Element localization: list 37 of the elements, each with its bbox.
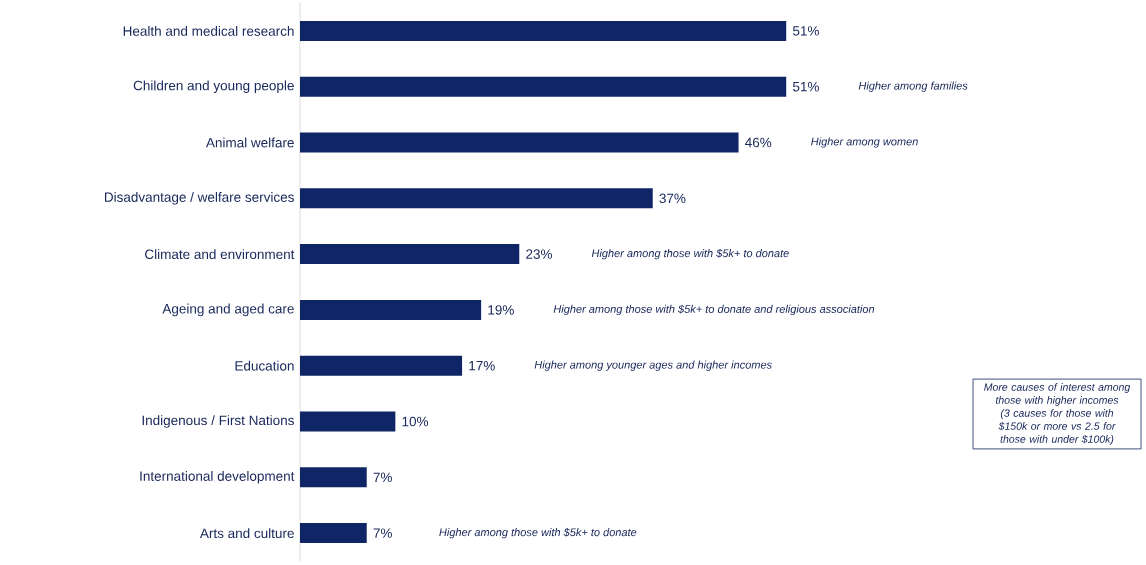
text: Higher among women xyxy=(811,137,918,148)
y-tick-label: Education xyxy=(235,360,294,371)
data-label: 17% xyxy=(469,360,495,371)
text: More causes of interest among those with higher incomes (3 causes for those with $150k or more vs 2.5 for those with under $100k) xyxy=(984,383,1131,445)
bar xyxy=(300,244,520,265)
bar xyxy=(300,132,739,153)
data-label: 46% xyxy=(745,137,772,148)
data-label: 10% xyxy=(402,416,429,427)
data-label: 23% xyxy=(526,249,553,259)
data-label: 19% xyxy=(488,305,514,315)
annotation: Higher among those with $5k+ to donate xyxy=(439,527,637,539)
bar xyxy=(300,188,653,209)
bar xyxy=(300,523,367,544)
bar xyxy=(300,467,367,488)
text: Higher among families xyxy=(858,81,968,92)
y-tick-label: Animal welfare xyxy=(205,137,294,148)
data-label: 51% xyxy=(792,81,819,92)
annotation: Higher among those with $5k+ to donate xyxy=(591,248,789,260)
y-tick-label: Climate and environment xyxy=(145,249,295,260)
y-tick-label: Children and young people xyxy=(133,80,294,93)
annotation: Higher among those with $5k+ to donate and religious association xyxy=(553,304,875,316)
data-label: 7% xyxy=(373,472,392,483)
data-label: 37% xyxy=(659,193,686,204)
y-tick-label: Indigenous / First Nations xyxy=(142,415,294,428)
y-tick-label: Arts and culture xyxy=(199,528,294,539)
bar xyxy=(300,411,396,432)
y-tick-label: Disadvantage / welfare services xyxy=(104,192,294,205)
data-label: 51% xyxy=(792,26,819,36)
y-tick-label: Health and medical research xyxy=(123,25,294,36)
bar xyxy=(300,299,482,320)
bar xyxy=(300,20,787,41)
bar xyxy=(300,76,787,97)
y-tick-label: Ageing and aged care xyxy=(162,303,294,317)
y-tick-label: International development xyxy=(140,471,295,484)
data-label: 7% xyxy=(373,528,392,538)
annotation: Higher among younger ages and higher incomes xyxy=(534,360,772,371)
bar xyxy=(300,355,463,376)
